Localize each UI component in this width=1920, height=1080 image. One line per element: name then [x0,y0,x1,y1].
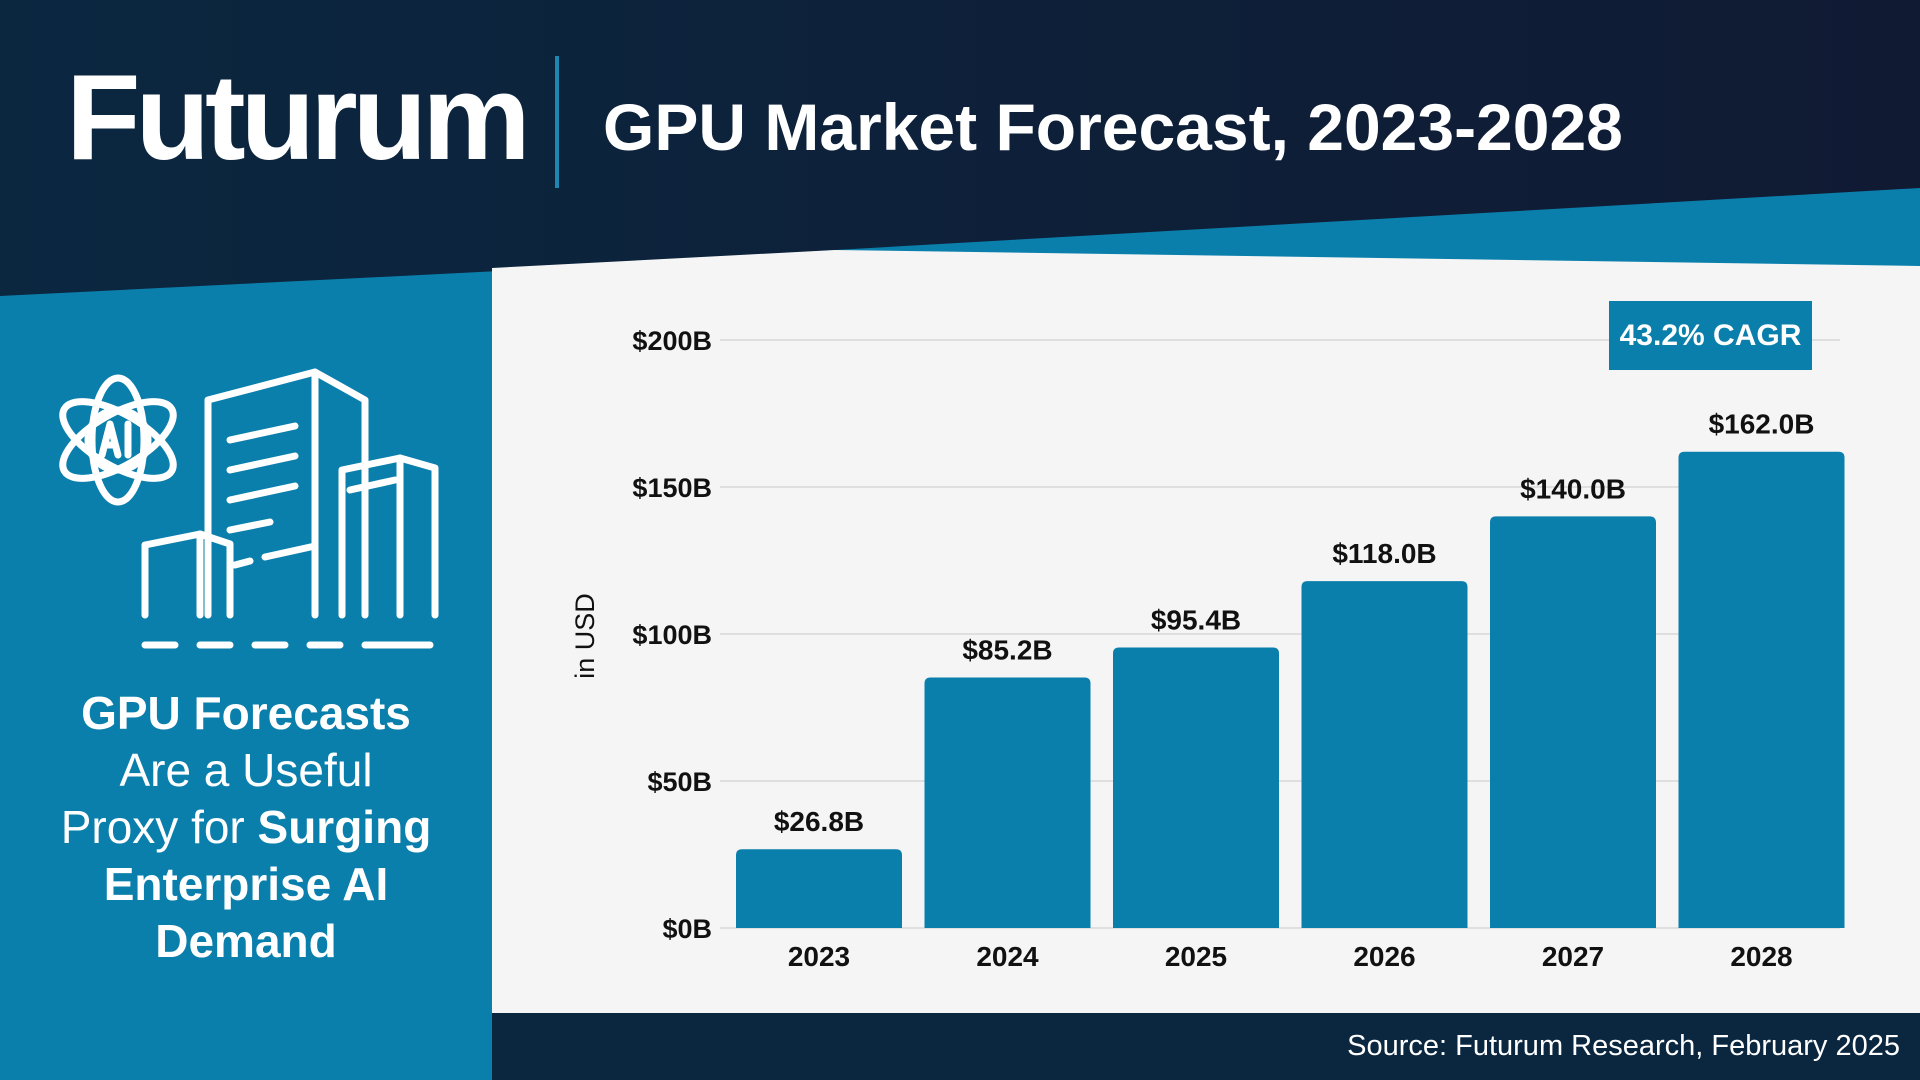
bar-2026 [1301,581,1468,928]
data-label: $162.0B [1709,409,1815,440]
y-tick-label: $150B [632,473,712,503]
data-label: $118.0B [1332,538,1436,569]
tagline-line5: Demand [155,915,337,967]
y-tick-label: $0B [662,914,712,944]
bar-2023 [736,849,902,928]
x-tick-label: 2028 [1730,941,1792,972]
x-tick-label: 2025 [1165,941,1227,972]
tagline-line3b: Surging [257,801,432,853]
x-tick-label: 2023 [788,941,850,972]
bar-2028 [1678,451,1845,928]
y-axis-label: in USD [570,593,600,679]
tagline-line1: GPU Forecasts [81,687,411,739]
data-label: $85.2B [962,635,1052,666]
x-tick-label: 2027 [1542,941,1604,972]
x-tick-label: 2026 [1353,941,1415,972]
footer-bar [492,1013,1920,1080]
y-tick-label: $200B [632,326,712,356]
y-tick-label: $50B [647,767,712,797]
header-divider [555,56,559,188]
tagline-line4: Enterprise AI [103,858,389,910]
sidebar-tagline: GPU Forecasts Are a Useful Proxy for Sur… [18,685,474,970]
data-label: $26.8B [774,806,864,837]
ai-atom-icon [59,374,177,506]
bar-2027 [1490,516,1656,928]
bar-2024 [924,677,1091,928]
page-title: GPU Market Forecast, 2023-2028 [603,90,1623,164]
ai-buildings-icon [59,368,439,649]
data-label: $140.0B [1520,473,1626,504]
source-note: Source: Futurum Research, February 2025 [1347,1030,1900,1062]
data-label: $95.4B [1151,605,1241,636]
bar-2025 [1113,647,1279,928]
tagline-line2: Are a Useful [119,744,373,796]
y-tick-label: $100B [632,620,712,650]
futurum-logo: Futurum [66,49,531,185]
tagline-line3a: Proxy for [60,801,258,853]
cagr-badge: 43.2% CAGR [1609,301,1812,370]
x-tick-label: 2024 [976,941,1039,972]
